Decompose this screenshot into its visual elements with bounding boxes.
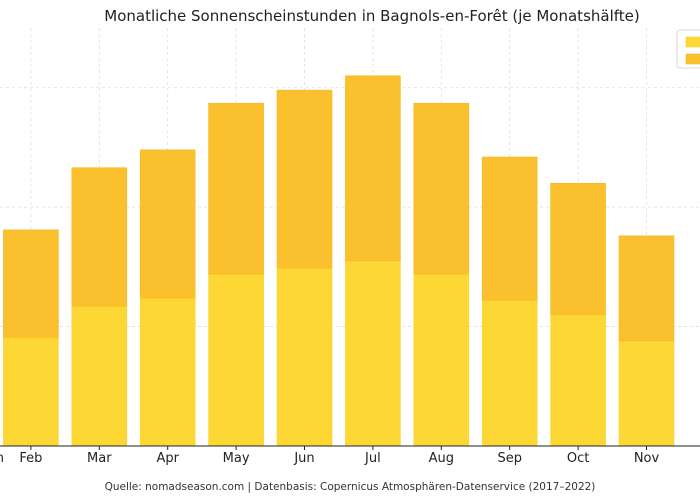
legend-swatch-first-half xyxy=(685,36,700,48)
x-tick-label: Feb xyxy=(19,451,42,466)
x-tick-label: n xyxy=(0,451,4,466)
bar-first-half xyxy=(550,314,606,447)
bar-second-half xyxy=(276,89,333,269)
bar-first-half xyxy=(413,273,470,447)
bar-second-half xyxy=(208,102,264,275)
bar-second-half xyxy=(71,167,128,307)
x-tick-label: Jul xyxy=(364,451,381,466)
x-tick-label: Oct xyxy=(567,451,589,466)
x-tick-label: Aug xyxy=(429,451,454,466)
bar-second-half xyxy=(413,102,470,275)
axes xyxy=(0,445,700,450)
x-tick-label: May xyxy=(223,451,250,466)
x-tick-labels: n Feb Mar Apr May Jun Jul Aug Sep Oct Nov xyxy=(0,451,659,466)
bar-second-half xyxy=(550,182,606,315)
bar-second-half xyxy=(481,156,538,301)
x-tick-label: Jun xyxy=(293,451,314,466)
bar-second-half xyxy=(3,229,59,338)
legend-swatch-second-half xyxy=(685,53,700,65)
bar-first-half xyxy=(3,337,59,447)
bar-second-half xyxy=(139,149,196,299)
x-tick-label: Apr xyxy=(156,451,179,466)
chart-title: Monatliche Sonnenscheinstunden in Bagnol… xyxy=(104,7,639,25)
bar-second-half xyxy=(345,75,401,262)
bar-second-half xyxy=(618,235,675,342)
x-tick-label: Mar xyxy=(87,451,112,466)
bar-first-half xyxy=(208,273,264,447)
bar-first-half xyxy=(139,297,196,447)
bars xyxy=(3,75,675,447)
bar-first-half xyxy=(481,299,538,447)
source-note: Quelle: nomadseason.com | Datenbasis: Co… xyxy=(105,481,596,493)
legend xyxy=(676,29,700,69)
bar-first-half xyxy=(71,305,128,447)
x-tick-label: Nov xyxy=(634,451,660,466)
bar-first-half xyxy=(276,267,333,447)
bar-first-half xyxy=(345,260,401,447)
bar-first-half xyxy=(618,340,675,447)
x-tick-label: Sep xyxy=(497,451,522,466)
